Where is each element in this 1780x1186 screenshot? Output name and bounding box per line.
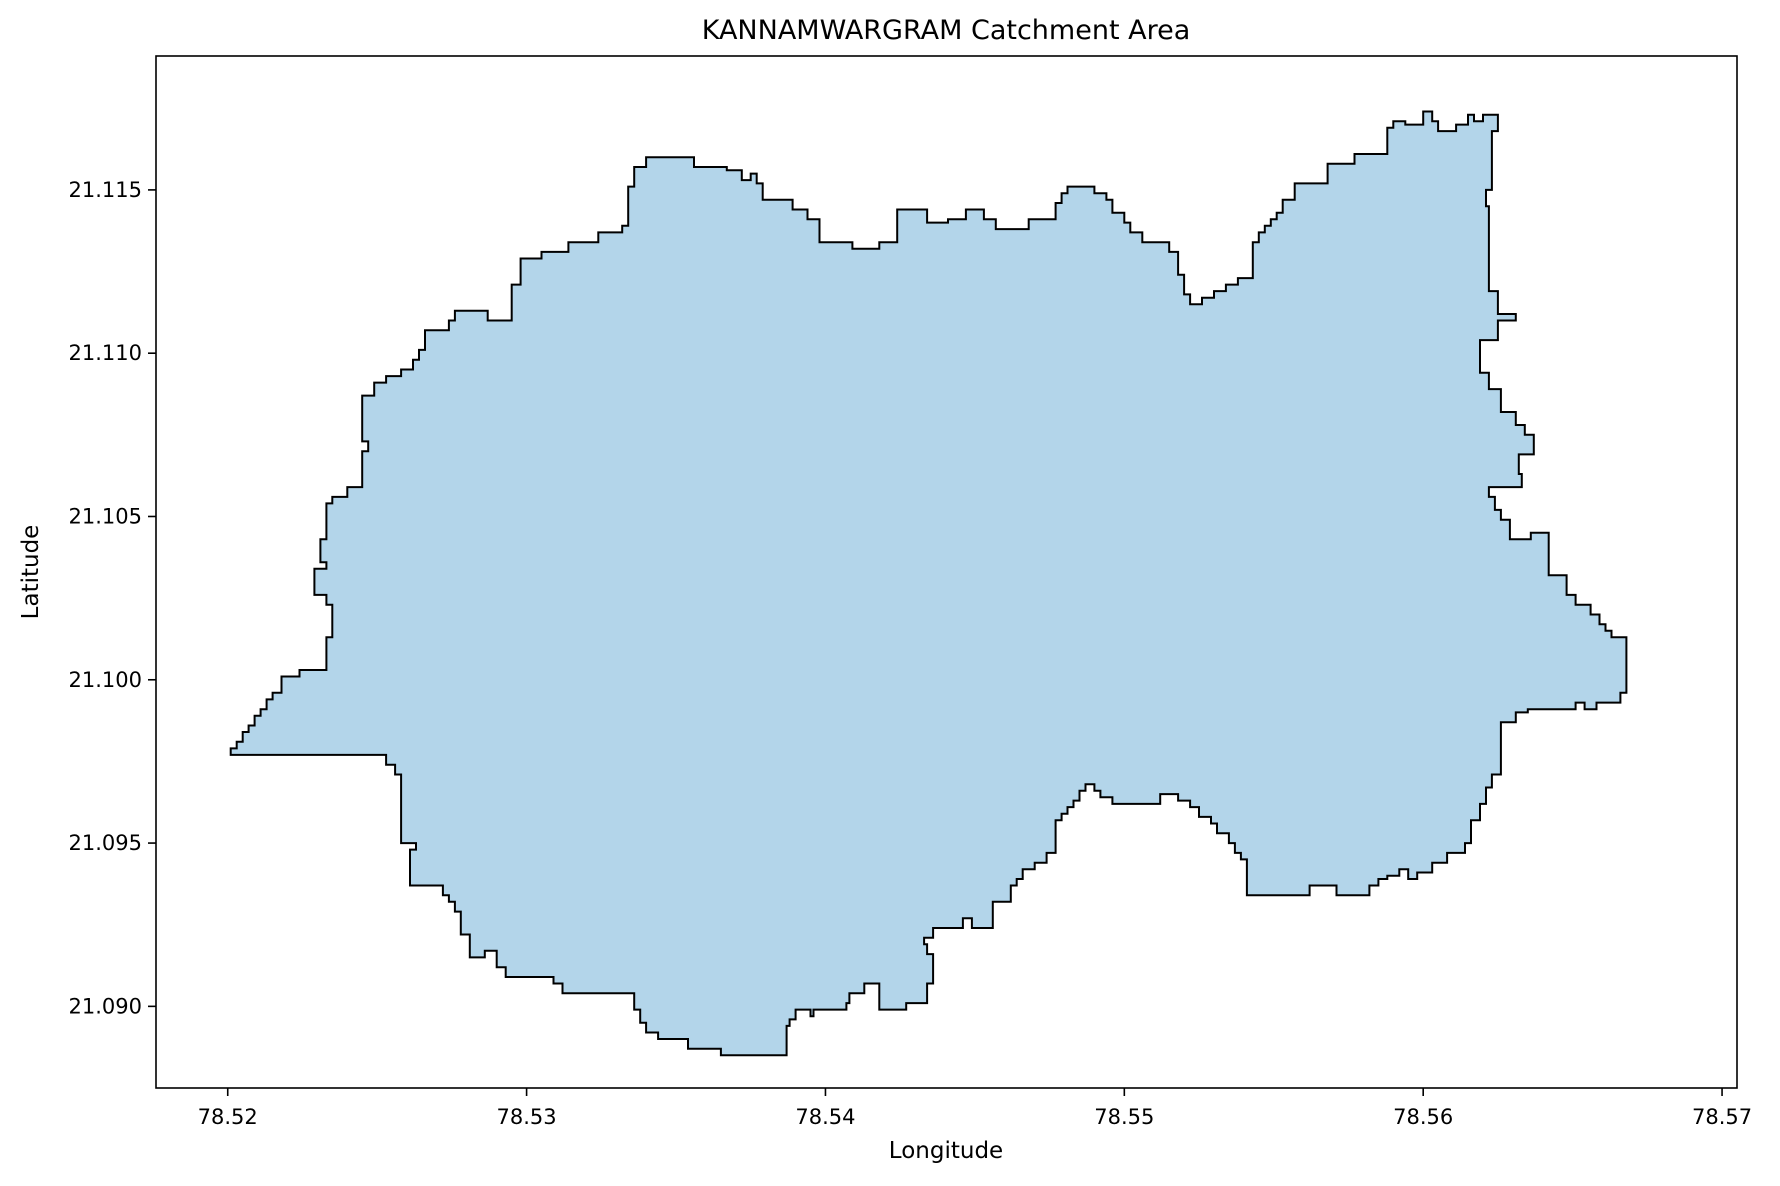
y-tick-label: 21.105	[69, 504, 142, 528]
y-axis: 21.090 21.095 21.100 21.105 21.110 21.115	[69, 178, 156, 1018]
y-tick-label: 21.100	[69, 668, 142, 692]
y-tick-label: 21.095	[69, 831, 142, 855]
x-tick-label: 78.56	[1393, 1105, 1453, 1129]
x-tick-label: 78.52	[198, 1105, 258, 1129]
catchment-layer	[229, 110, 1628, 1057]
x-tick-label: 78.53	[497, 1105, 557, 1129]
y-tick-label: 21.110	[69, 341, 142, 365]
y-axis-label: Latitude	[18, 525, 44, 620]
x-tick-label: 78.55	[1094, 1105, 1154, 1129]
x-tick-label: 78.57	[1692, 1105, 1752, 1129]
plot-area-frame	[155, 55, 1738, 1089]
chart-title: KANNAMWARGRAM Catchment Area	[702, 15, 1191, 46]
y-tick-label: 21.115	[69, 178, 142, 202]
x-axis-label: Longitude	[889, 1138, 1003, 1164]
x-axis: 78.52 78.53 78.54 78.55 78.56 78.57	[198, 1088, 1752, 1129]
catchment-polygon	[229, 110, 1628, 1057]
x-tick-label: 78.54	[795, 1105, 855, 1129]
y-tick-label: 21.090	[69, 994, 142, 1018]
